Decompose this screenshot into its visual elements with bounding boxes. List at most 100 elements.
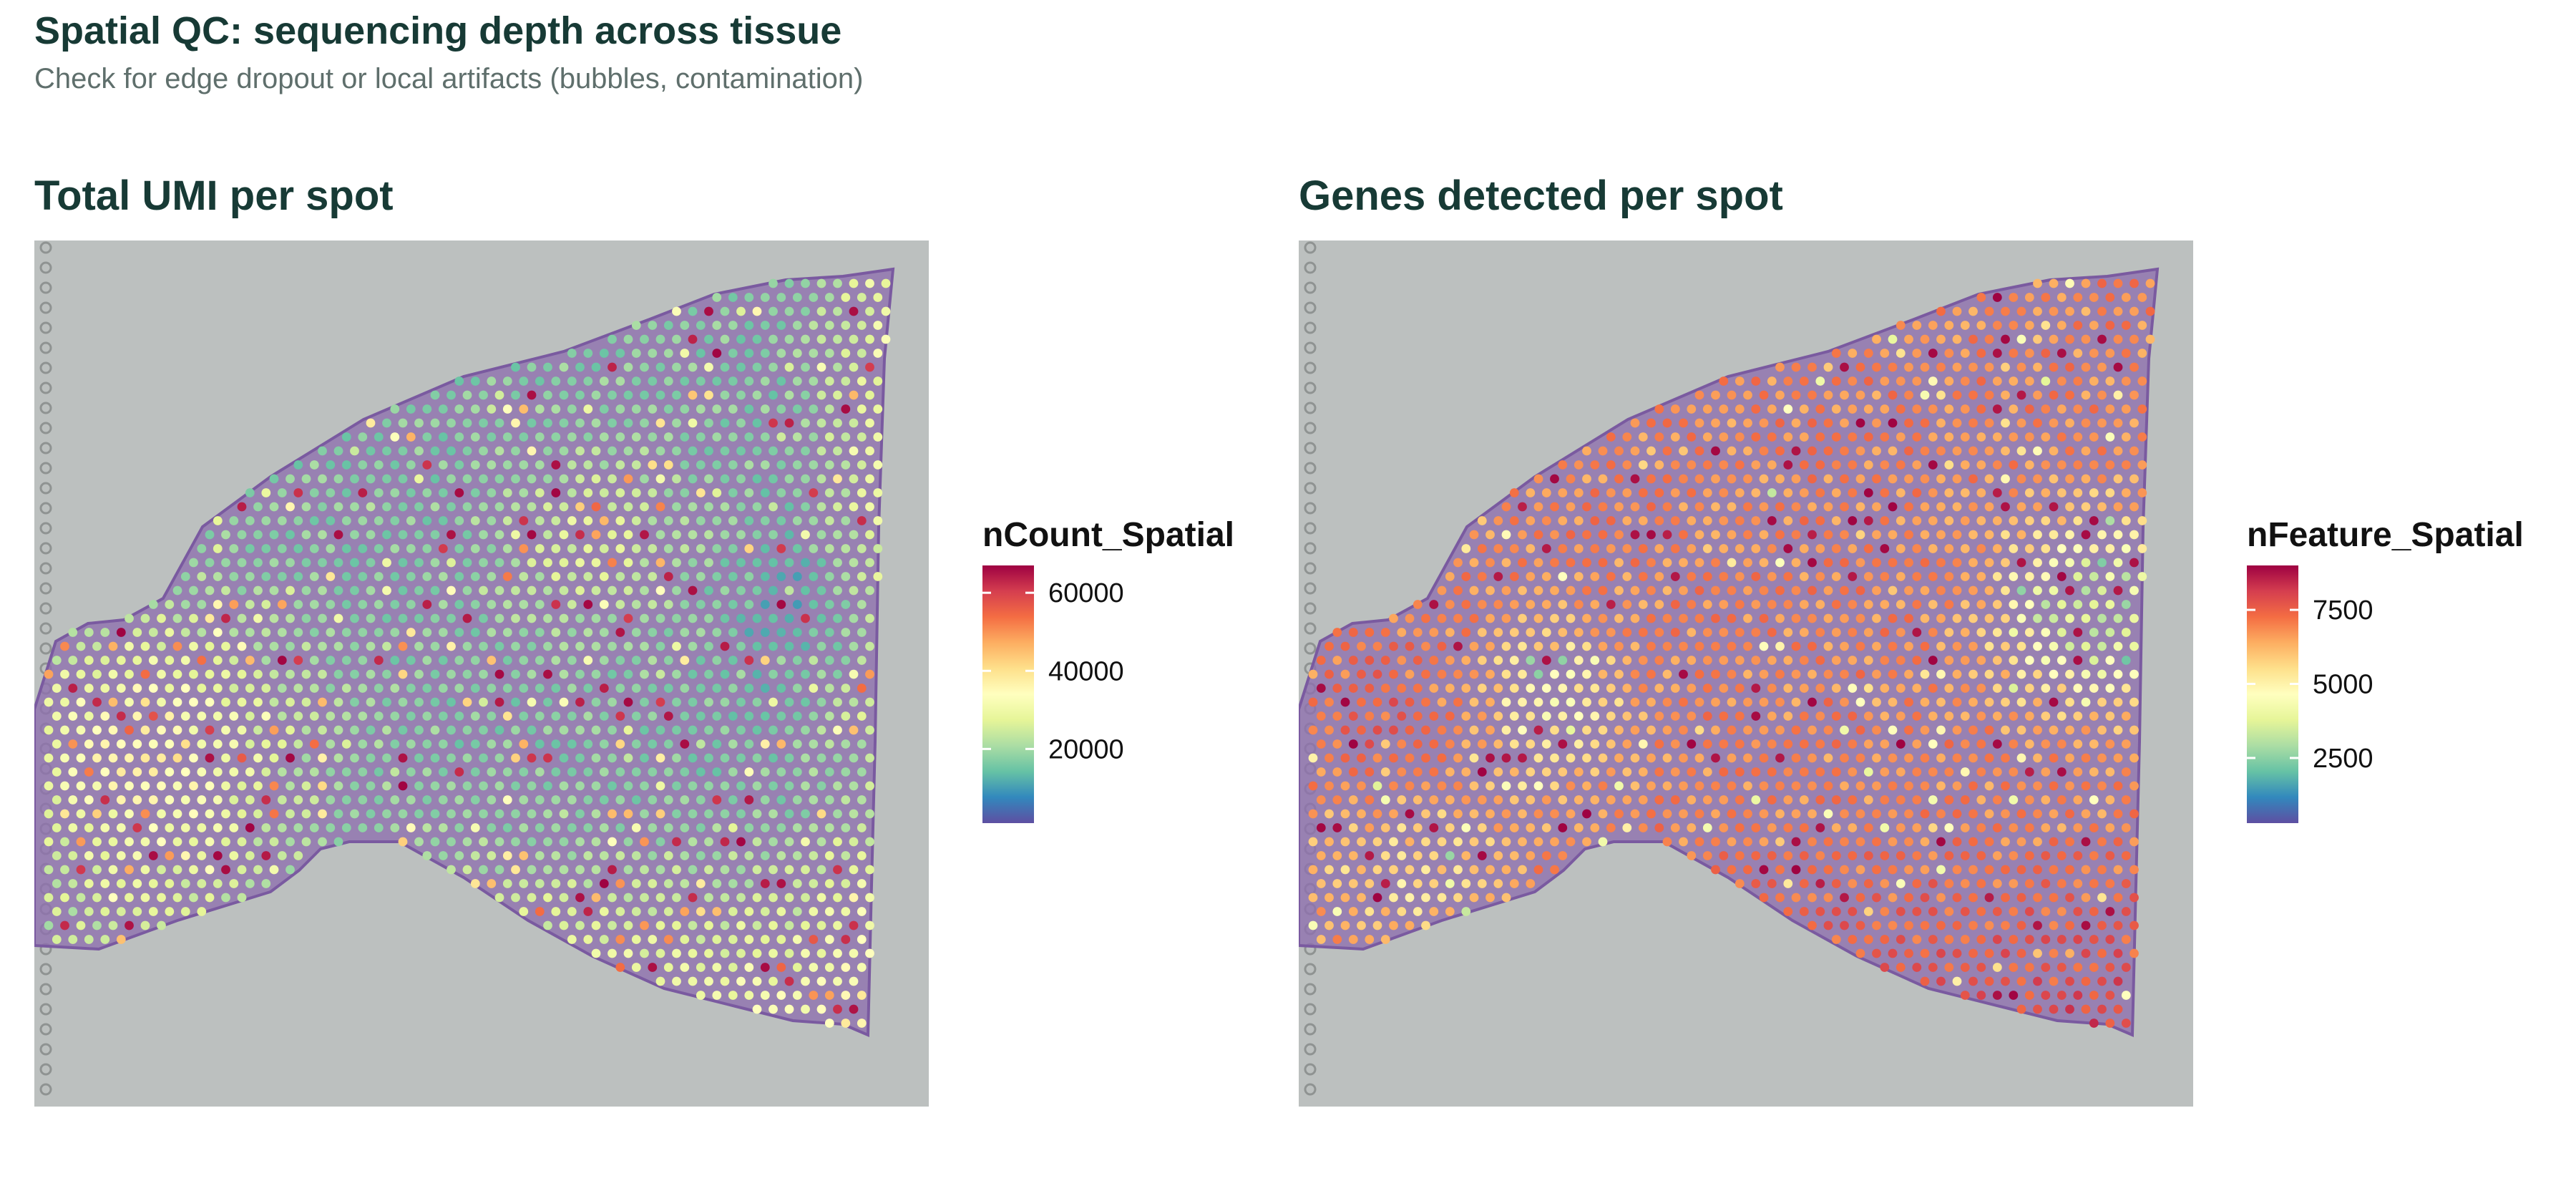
spot bbox=[833, 502, 842, 512]
spot bbox=[857, 767, 867, 777]
spot bbox=[1791, 641, 1801, 651]
spot bbox=[2073, 321, 2083, 330]
spot bbox=[1783, 376, 1793, 386]
spot bbox=[736, 530, 746, 540]
spot bbox=[816, 865, 826, 875]
spot bbox=[1815, 711, 1825, 721]
spot bbox=[2016, 920, 2026, 930]
spot bbox=[1944, 544, 1954, 553]
spot bbox=[2105, 656, 2115, 665]
spot bbox=[1799, 851, 1809, 860]
spot bbox=[2049, 334, 2059, 344]
spot bbox=[1574, 544, 1584, 553]
spot bbox=[1952, 697, 1962, 707]
spot bbox=[736, 976, 746, 986]
spot bbox=[696, 404, 706, 414]
spot bbox=[1429, 851, 1439, 860]
spot bbox=[2049, 558, 2059, 568]
spot bbox=[1679, 837, 1688, 847]
spot bbox=[1751, 432, 1761, 442]
spot bbox=[92, 809, 102, 819]
spot bbox=[2137, 376, 2147, 386]
spot bbox=[1968, 669, 1978, 679]
spot bbox=[1533, 725, 1543, 735]
spot bbox=[865, 837, 874, 847]
spot bbox=[1357, 669, 1366, 679]
spot bbox=[374, 600, 384, 609]
spot bbox=[438, 739, 448, 749]
spot bbox=[333, 641, 343, 651]
spot bbox=[816, 502, 826, 512]
spot bbox=[1679, 530, 1688, 540]
spot bbox=[382, 753, 391, 763]
spot bbox=[1397, 711, 1407, 721]
spot bbox=[1823, 753, 1833, 763]
spot bbox=[1992, 935, 2002, 944]
spot bbox=[1759, 502, 1769, 512]
spot bbox=[1888, 781, 1898, 791]
legend-ncount: nCount_Spatial 20000 40000 60000 bbox=[982, 515, 1254, 830]
spot bbox=[1952, 669, 1962, 679]
spot bbox=[1992, 851, 2002, 860]
spot bbox=[2105, 767, 2115, 777]
spot bbox=[1976, 628, 1986, 637]
spot bbox=[551, 488, 561, 497]
spot bbox=[2089, 321, 2099, 330]
spot bbox=[1960, 376, 1970, 386]
spot bbox=[824, 572, 834, 581]
spot bbox=[527, 418, 537, 428]
spot bbox=[575, 865, 585, 875]
spot bbox=[1823, 530, 1833, 540]
spot bbox=[2009, 600, 2019, 609]
spot bbox=[2081, 948, 2091, 958]
spot bbox=[333, 781, 343, 791]
spot bbox=[1670, 544, 1680, 553]
spot bbox=[1936, 781, 1946, 791]
spot bbox=[769, 1004, 778, 1014]
spot bbox=[189, 613, 198, 623]
spot bbox=[165, 907, 175, 916]
spot bbox=[1743, 390, 1752, 400]
spot bbox=[470, 684, 480, 693]
spot bbox=[824, 1019, 834, 1028]
spot bbox=[2089, 293, 2099, 302]
spot bbox=[2137, 572, 2147, 581]
spot bbox=[245, 628, 255, 637]
spot bbox=[2057, 907, 2067, 916]
spot bbox=[1630, 446, 1640, 456]
spot bbox=[583, 516, 593, 525]
spot bbox=[358, 823, 368, 832]
spot bbox=[341, 572, 351, 581]
spot bbox=[1702, 711, 1712, 721]
spot bbox=[599, 711, 609, 721]
spot bbox=[1606, 739, 1616, 749]
spot bbox=[229, 711, 239, 721]
spot bbox=[1662, 781, 1672, 791]
spot bbox=[792, 600, 802, 609]
spot bbox=[318, 613, 327, 623]
spot bbox=[1541, 656, 1551, 665]
spot bbox=[615, 572, 625, 581]
spot bbox=[1960, 963, 1970, 972]
spot bbox=[1646, 613, 1656, 623]
spot bbox=[655, 334, 665, 344]
spot bbox=[454, 795, 464, 805]
spot bbox=[1389, 697, 1398, 707]
spot bbox=[2089, 963, 2099, 972]
spot bbox=[44, 781, 54, 791]
spot bbox=[68, 935, 78, 944]
spot bbox=[1815, 907, 1825, 916]
spot bbox=[1702, 516, 1712, 525]
spot bbox=[2009, 544, 2019, 553]
spot bbox=[736, 948, 746, 958]
spot bbox=[438, 767, 448, 777]
spot bbox=[1896, 628, 1906, 637]
spot bbox=[591, 697, 601, 707]
spot bbox=[809, 432, 819, 442]
spot bbox=[1727, 809, 1737, 819]
spot bbox=[157, 809, 166, 819]
spot bbox=[1518, 781, 1527, 791]
spot bbox=[1896, 935, 1906, 944]
spot bbox=[1558, 767, 1568, 777]
spot bbox=[833, 613, 842, 623]
